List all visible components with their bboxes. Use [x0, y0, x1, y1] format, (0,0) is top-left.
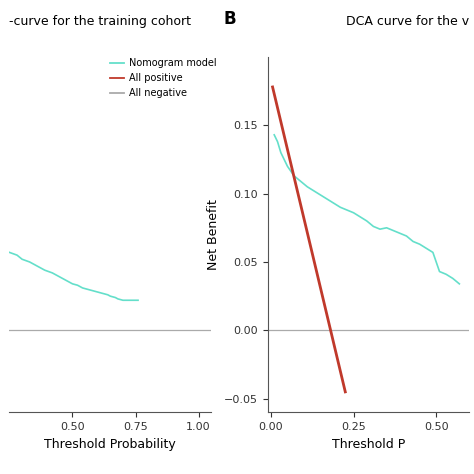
X-axis label: Threshold Probability: Threshold Probability	[45, 438, 176, 451]
X-axis label: Threshold P: Threshold P	[332, 438, 405, 451]
Y-axis label: Net Benefit: Net Benefit	[207, 199, 220, 270]
Text: B: B	[223, 10, 236, 28]
Text: -curve for the training cohort: -curve for the training cohort	[9, 16, 191, 28]
Text: DCA curve for the v: DCA curve for the v	[346, 16, 469, 28]
Legend: Nomogram model, All positive, All negative: Nomogram model, All positive, All negati…	[110, 58, 216, 98]
